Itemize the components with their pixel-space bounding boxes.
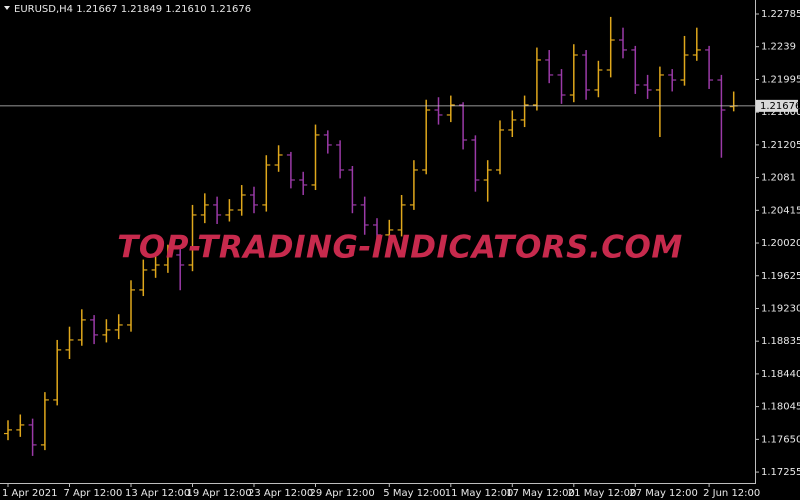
y-tick-label: 1.19230 bbox=[761, 303, 800, 314]
symbol-header: EURUSD,H4 1.21667 1.21849 1.21610 1.2167… bbox=[14, 4, 251, 15]
menu-arrow[interactable] bbox=[4, 6, 10, 10]
x-tick-label: 19 Apr 12:00 bbox=[187, 488, 252, 499]
y-tick-label: 1.17650 bbox=[761, 434, 800, 445]
y-tick-label: 1.20020 bbox=[761, 238, 800, 249]
x-tick-label: 11 May 12:00 bbox=[445, 488, 514, 499]
x-tick-label: 23 Apr 12:00 bbox=[248, 488, 313, 499]
y-tick-label: 1.17255 bbox=[761, 467, 800, 478]
x-tick-label: 5 May 12:00 bbox=[383, 488, 445, 499]
y-tick-label: 1.18045 bbox=[761, 402, 800, 413]
x-tick-label: 21 May 12:00 bbox=[568, 488, 637, 499]
x-tick-label: 17 May 12:00 bbox=[506, 488, 575, 499]
y-tick-label: 1.2081 bbox=[761, 173, 796, 184]
y-tick-label: 1.21600 bbox=[761, 107, 800, 118]
y-tick-label: 1.18440 bbox=[761, 369, 800, 380]
current-price-box bbox=[756, 99, 798, 112]
current-price-label: 1.21676 bbox=[760, 101, 800, 112]
x-tick-label: 2 Jun 12:00 bbox=[703, 488, 760, 499]
y-tick-label: 1.21995 bbox=[761, 74, 800, 85]
watermark: TOP-TRADING-INDICATORS.COM bbox=[117, 230, 682, 266]
y-tick-label: 1.20415 bbox=[761, 205, 800, 216]
y-tick-label: 1.18835 bbox=[761, 336, 800, 347]
x-tick-label: 29 Apr 12:00 bbox=[310, 488, 375, 499]
y-tick-label: 1.19625 bbox=[761, 271, 800, 282]
x-tick-label: 27 May 12:00 bbox=[629, 488, 698, 499]
y-tick-label: 1.22785 bbox=[761, 9, 800, 20]
y-tick-label: 1.2239 bbox=[761, 42, 796, 53]
x-tick-label: 1 Apr 2021 bbox=[2, 488, 57, 499]
x-tick-label: 13 Apr 12:00 bbox=[125, 488, 190, 499]
y-tick-label: 1.21205 bbox=[761, 140, 800, 151]
x-tick-label: 7 Apr 12:00 bbox=[64, 488, 123, 499]
